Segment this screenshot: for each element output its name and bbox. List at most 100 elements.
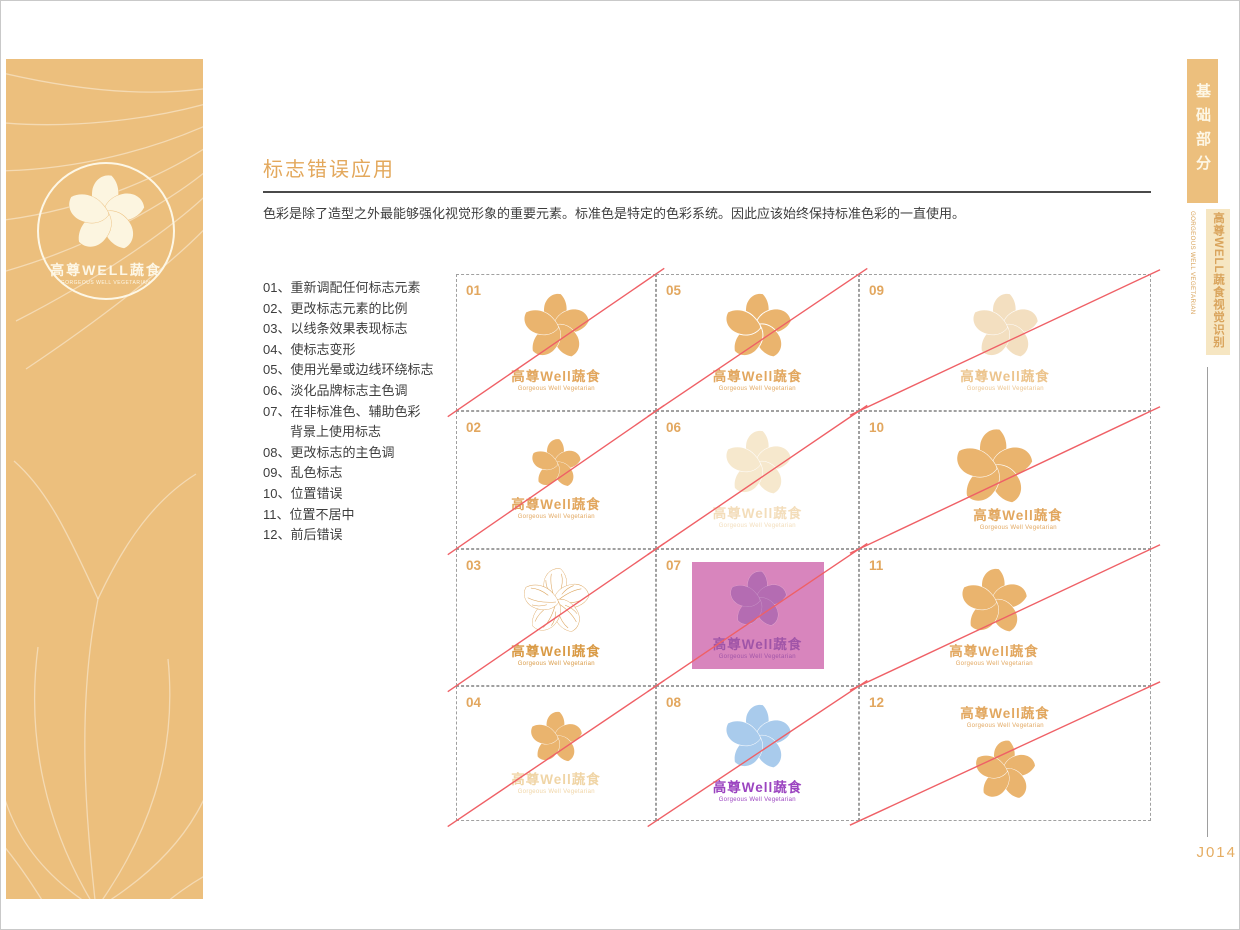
grid-cell-03: 03 高尊Well蔬食 Gorgeous Well Vegetarian	[456, 549, 656, 686]
logo-text-en: Gorgeous Well Vegetarian	[979, 524, 1057, 531]
logo-text-zh: 高尊Well蔬食	[712, 506, 803, 521]
brand-logo: 高尊Well蔬食 Gorgeous Well Vegetarian	[457, 687, 655, 820]
rule-item: 04、使标志变形	[263, 341, 356, 357]
logo-text-en: Gorgeous Well Vegetarian	[718, 522, 797, 529]
logo-text-en: Gorgeous Well Vegetarian	[718, 384, 797, 392]
rule-item: 09、乱色标志	[263, 465, 343, 481]
logo-text-en: Gorgeous Well Vegetarian	[517, 787, 595, 795]
page-title: 标志错误应用	[263, 159, 395, 181]
flower-mark	[520, 290, 592, 364]
brand-logo: 高尊Well蔬食 Gorgeous Well Vegetarian	[692, 562, 824, 669]
logo-text-en: Gorgeous Well Vegetarian	[517, 513, 595, 520]
flower-logo-icon	[725, 703, 791, 768]
brand-logo: 高尊Well蔬食 Gorgeous Well Vegetarian	[860, 275, 1150, 410]
brand-logo: 高尊Well蔬食 Gorgeous Well Vegetarian	[657, 687, 858, 820]
rule-item: 06、淡化品牌标志主色调	[263, 382, 408, 398]
rule-item: 07、在非标准色、辅助色彩	[263, 403, 421, 419]
brand-name-en: GORGEOUS WELL VEGETARIAN	[61, 280, 151, 286]
flower-logo-icon	[530, 710, 583, 762]
misuse-examples-grid: 01 高尊Well蔬食 Gorgeous Well Vegetarian 02 高尊We…	[447, 267, 1161, 828]
logo-text-en: Gorgeous Well Vegetarian	[517, 659, 595, 667]
brand-logo: 高尊Well蔬食 Gorgeous Well Vegetarian	[657, 412, 858, 548]
logo-text-zh: 高尊Well蔬食	[960, 368, 1050, 384]
vertical-divider	[1207, 367, 1208, 837]
flower-mark	[972, 737, 1038, 805]
flower-logo-icon	[64, 171, 148, 257]
page-number: J014	[1196, 844, 1237, 861]
flower-logo-icon	[725, 292, 792, 357]
flower-mark	[722, 701, 794, 775]
nonstandard-background-square: 高尊Well蔬食 Gorgeous Well Vegetarian	[691, 562, 824, 669]
vertical-brand-title-en: GORGEOUS WELL VEGETARIAN	[1189, 211, 1196, 315]
title-divider	[263, 191, 1151, 193]
logo-text-en: Gorgeous Well Vegetarian	[966, 384, 1044, 392]
logo-text-zh: 高尊Well蔬食	[511, 368, 601, 384]
logo-text-zh: 高尊Well蔬食	[973, 508, 1063, 523]
grid-cell-12: 12 高尊Well蔬食 Gorgeous Well Vegetarian	[859, 686, 1151, 821]
logo-text-en: Gorgeous Well Vegetarian	[718, 652, 797, 660]
rule-item: 03、以线条效果表现标志	[263, 321, 408, 337]
flower-logo-icon	[730, 570, 787, 626]
logo-text-zh: 高尊Well蔬食	[511, 497, 601, 512]
rule-item: 02、更改标志元素的比例	[263, 300, 408, 316]
brand-logo: 高尊Well蔬食 Gorgeous Well Vegetarian	[457, 275, 655, 410]
rule-item: 05、使用光晕或边线环绕标志	[263, 362, 434, 378]
brand-logo: 高尊Well蔬食 Gorgeous Well Vegetarian	[860, 412, 1150, 548]
flower-logo-icon	[524, 567, 590, 632]
grid-cell-08: 08 高尊Well蔬食 Gorgeous Well Vegetarian	[656, 686, 859, 821]
logo-text-zh: 高尊Well蔬食	[949, 643, 1039, 659]
brand-logo: 高尊Well蔬食 Gorgeous Well Vegetarian	[849, 550, 1139, 685]
logo-text-zh: 高尊Well蔬食	[960, 706, 1050, 721]
flower-mark	[958, 565, 1030, 639]
rule-item: 11、位置不居中	[263, 506, 355, 522]
flower-mark	[722, 290, 794, 364]
brand-logo-roundel: 高尊WELL蔬食 GORGEOUS WELL VEGETARIAN	[37, 162, 175, 300]
grid-cell-09: 09 高尊Well蔬食 Gorgeous Well Vegetarian	[859, 274, 1151, 411]
flower-logo-icon	[956, 428, 1033, 503]
vertical-brand-title-zh: 高尊WELL蔬食视觉识别	[1206, 209, 1230, 355]
rule-item: 01、重新调配任何标志元素	[263, 280, 421, 295]
logo-text-en: Gorgeous Well Vegetarian	[966, 722, 1044, 729]
logo-text-en: Gorgeous Well Vegetarian	[955, 659, 1033, 667]
flower-logo-icon	[962, 567, 1028, 632]
error-rules-list: 01、重新调配任何标志元素 02、更改标志元素的比例 03、以线条效果表现标志 04、…	[263, 278, 433, 546]
logo-text-zh: 高尊Well蔬食	[712, 779, 803, 795]
flower-logo-icon	[725, 430, 791, 494]
flower-logo-icon	[524, 292, 590, 357]
rule-item: 10、位置错误	[263, 485, 343, 501]
logo-text-zh: 高尊Well蔬食	[511, 643, 601, 659]
brand-logo: 高尊Well蔬食 Gorgeous Well Vegetarian	[860, 687, 1150, 820]
rule-item: 12、前后错误	[263, 527, 343, 543]
logo-text-zh: 高尊Well蔬食	[712, 636, 803, 652]
grid-cell-02: 02 高尊Well蔬食 Gorgeous Well Vegetarian	[456, 411, 656, 549]
flower-mark	[510, 709, 602, 767]
brand-logo: 高尊Well蔬食 Gorgeous Well Vegetarian	[457, 550, 655, 685]
grid-cell-06: 06 高尊Well蔬食 Gorgeous Well Vegetarian	[656, 411, 859, 549]
flower-logo-icon	[68, 174, 145, 249]
flower-logo-icon	[532, 438, 581, 487]
rule-item: 08、更改标志的主色调	[263, 444, 395, 460]
flower-mark	[727, 568, 789, 632]
brand-name-zh: 高尊WELL蔬食	[50, 262, 162, 278]
section-tab-label: 基础部分	[1194, 83, 1211, 179]
flower-logo-icon	[973, 292, 1039, 357]
logo-text-en: Gorgeous Well Vegetarian	[517, 384, 595, 392]
grid-cell-05: 05 高尊Well蔬食 Gorgeous Well Vegetarian	[656, 274, 859, 411]
grid-cell-01: 01 高尊Well蔬食 Gorgeous Well Vegetarian	[456, 274, 656, 411]
flower-mark	[529, 436, 583, 492]
grid-cell-10: 10 高尊Well蔬食 Gorgeous Well Vegetarian	[859, 411, 1151, 549]
grid-cell-11: 11 高尊Well蔬食 Gorgeous Well Vegetarian	[859, 549, 1151, 686]
rule-item: 背景上使用标志	[290, 424, 382, 440]
flower-mark	[722, 427, 794, 501]
brand-logo: 高尊Well蔬食 Gorgeous Well Vegetarian	[457, 412, 655, 548]
left-brand-panel: 高尊WELL蔬食 GORGEOUS WELL VEGETARIAN	[6, 59, 203, 899]
flower-logo-icon	[975, 740, 1036, 799]
flower-mark	[952, 425, 1036, 511]
grid-cell-04: 04 高尊Well蔬食 Gorgeous Well Vegetarian	[456, 686, 656, 821]
logo-text-zh: 高尊Well蔬食	[511, 771, 601, 787]
logo-text-zh: 高尊Well蔬食	[712, 368, 803, 384]
flower-mark	[520, 565, 592, 639]
brand-logo: 高尊Well蔬食 Gorgeous Well Vegetarian	[657, 275, 858, 410]
section-tab-basics: 基础部分	[1187, 59, 1218, 203]
